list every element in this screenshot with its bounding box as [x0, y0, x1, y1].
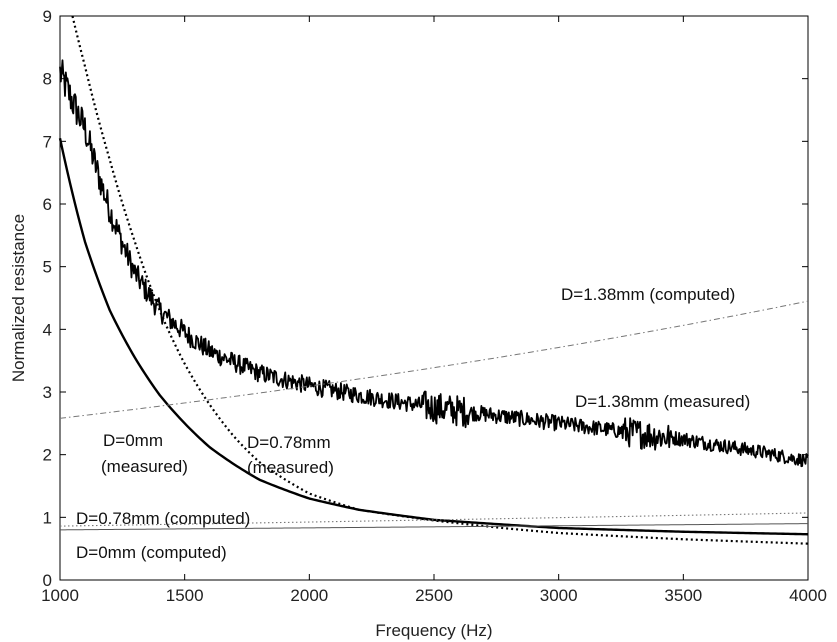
series-layer: [58, 15, 809, 545]
annotation-d138-measured: D=1.38mm (measured): [575, 392, 750, 411]
x-tick-label: 2500: [415, 586, 453, 605]
annotation-d0-measured-line1: D=0mm: [103, 431, 163, 450]
x-tick-label: 3000: [540, 586, 578, 605]
annotation-d0-computed: D=0mm (computed): [76, 543, 227, 562]
series-line-4: [59, 512, 809, 527]
annotation-d138-computed: D=1.38mm (computed): [561, 285, 735, 304]
series-line-0: [58, 137, 809, 536]
x-tick-label: 3500: [664, 586, 702, 605]
y-tick-label: 9: [43, 7, 52, 26]
x-axis-label: Frequency (Hz): [375, 621, 492, 640]
y-axis-label: Normalized resistance: [9, 214, 28, 382]
x-tick-label: 1500: [166, 586, 204, 605]
y-tick-label: 2: [43, 446, 52, 465]
y-tick-label: 8: [43, 70, 52, 89]
annotations-layer: D=0mm (measured) D=0.78mm (measured) D=1…: [76, 285, 750, 562]
series-line-2: [59, 59, 809, 468]
y-tick-label: 0: [43, 571, 52, 590]
annotation-d0-measured-line2: (measured): [101, 457, 188, 476]
ticks-layer: 1000 1500 2000 2500 3000 3500 4000 0 1 2 3 4 5 6 7 8 9: [41, 7, 827, 605]
y-tick-label: 1: [43, 508, 52, 527]
annotation-d078-computed: D=0.78mm (computed): [76, 509, 250, 528]
y-tick-label: 3: [43, 383, 52, 402]
y-tick-label: 7: [43, 132, 52, 151]
x-tick-label: 4000: [789, 586, 827, 605]
x-tick-label: 1000: [41, 586, 79, 605]
y-tick-label: 6: [43, 195, 52, 214]
plot-frame: [59, 15, 809, 581]
annotation-d078-measured-line1: D=0.78mm: [247, 433, 331, 452]
annotation-d078-measured-line2: (measured): [247, 458, 334, 477]
y-tick-label: 5: [43, 258, 52, 277]
series-line-3: [59, 523, 809, 531]
x-tick-label: 2000: [290, 586, 328, 605]
series-line-5: [59, 300, 809, 419]
y-tick-label: 4: [43, 320, 52, 339]
